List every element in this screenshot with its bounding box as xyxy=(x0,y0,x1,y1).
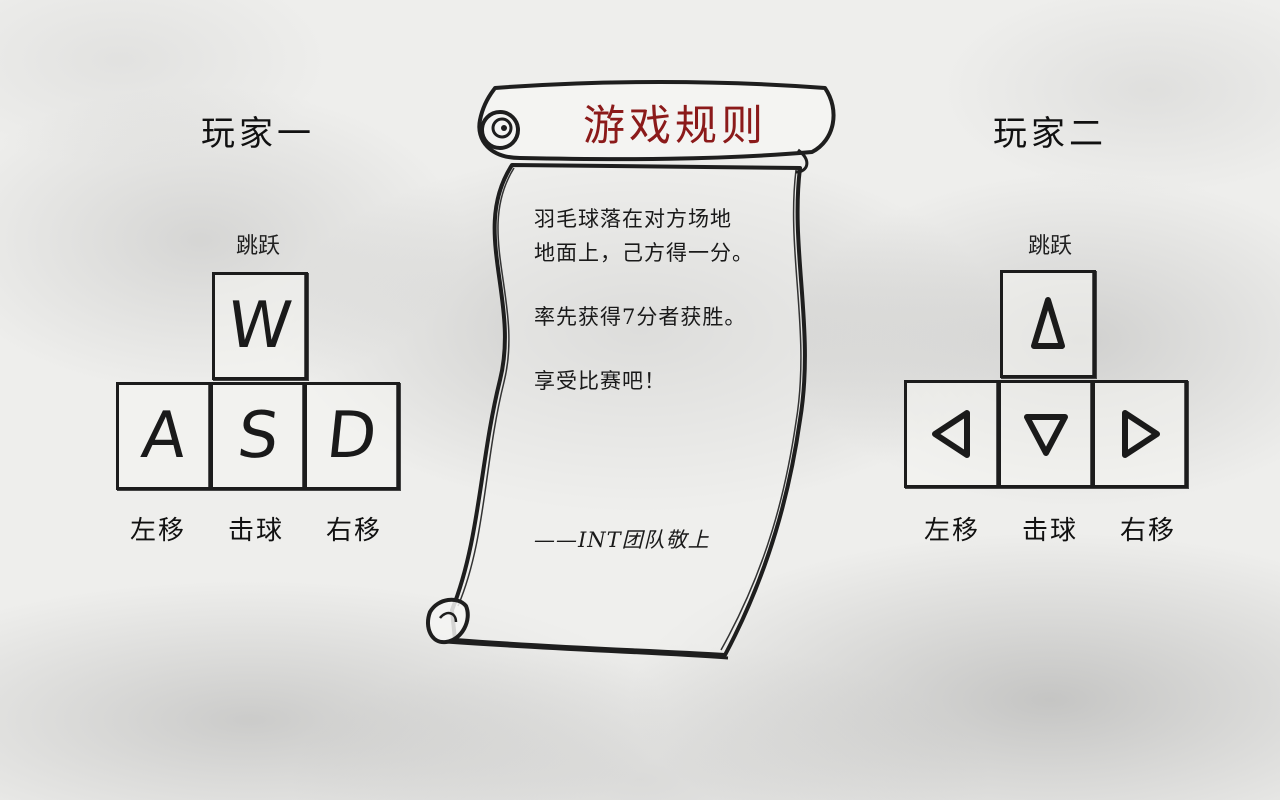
key-a-letter: A xyxy=(138,399,190,473)
key-left-arrow xyxy=(904,380,1000,488)
right-arrow-icon xyxy=(1122,410,1160,458)
player-two-right-label: 右移 xyxy=(1119,516,1176,546)
player-two-title: 玩家二 xyxy=(993,114,1107,154)
player-one-title: 玩家一 xyxy=(201,114,315,154)
rules-line-4: 享受比赛吧！ xyxy=(534,369,666,393)
player-two-left-label: 左移 xyxy=(923,516,980,546)
player-one-jump-label: 跳跃 xyxy=(235,234,280,259)
player-one-left-label: 左移 xyxy=(129,516,186,546)
rules-line-2: 地面上，己方得一分。 xyxy=(534,241,754,265)
rules-line-3: 率先获得7分者获胜。 xyxy=(534,305,747,329)
rules-line-1: 羽毛球落在对方场地 xyxy=(534,207,732,231)
player-two-hit-label: 击球 xyxy=(1021,516,1078,546)
key-d-letter: D xyxy=(323,399,381,473)
key-d: D xyxy=(304,382,400,490)
rules-signature: ——INT团队敬上 xyxy=(534,528,710,552)
key-right-arrow xyxy=(1092,380,1188,488)
key-s: S xyxy=(210,382,306,490)
key-w: W xyxy=(212,272,308,380)
rules-title: 游戏规则 xyxy=(582,101,767,150)
player-one-hit-label: 击球 xyxy=(227,516,284,546)
key-s-letter: S xyxy=(233,399,283,473)
down-arrow-icon xyxy=(1024,414,1068,456)
up-arrow-icon xyxy=(1031,297,1065,349)
left-arrow-icon xyxy=(932,410,970,458)
player-two-jump-label: 跳跃 xyxy=(1027,234,1072,259)
key-up-arrow xyxy=(1000,270,1096,378)
player-one-right-label: 右移 xyxy=(325,516,382,546)
key-down-arrow xyxy=(998,380,1094,488)
key-w-letter: W xyxy=(224,289,296,363)
key-a: A xyxy=(116,382,212,490)
